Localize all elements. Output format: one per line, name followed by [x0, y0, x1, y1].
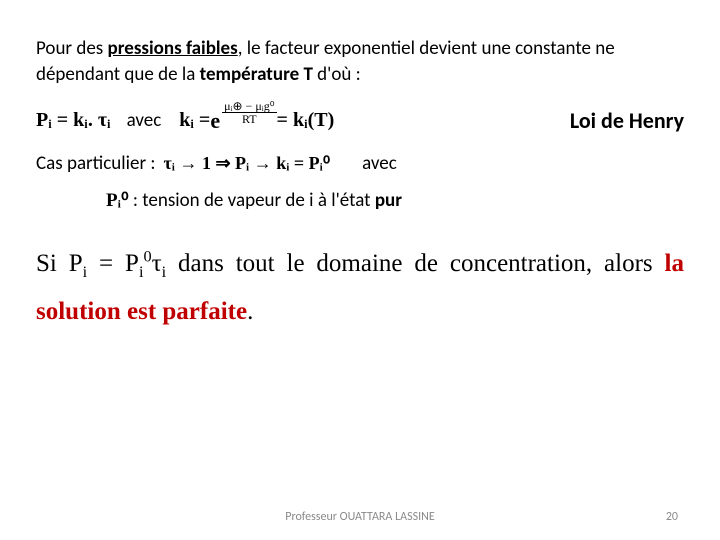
intro-underlined: pressions faibles: [108, 37, 238, 60]
eq-pi: Pᵢ = kᵢ. τᵢ: [36, 109, 111, 132]
cas-label: Cas particulier :: [36, 152, 155, 175]
eq-right: = kᵢ(T): [277, 109, 335, 132]
intro-bold: température T: [200, 63, 313, 86]
henry-law-line: Pᵢ = kᵢ. τᵢ avec kᵢ = e μᵢ⊕ − μᵢg⁰ RT = …: [36, 107, 684, 134]
intro-pre: Pour des: [36, 37, 108, 60]
special-case-line: Cas particulier : τᵢ → 1 ⇒ Pᵢ → kᵢ = Pᵢ⁰…: [36, 152, 684, 175]
exp-e: e: [210, 108, 220, 134]
avec-label-2: avec: [362, 152, 397, 175]
body-t2: dans tout le domaine de concentration, a…: [166, 250, 664, 277]
footer-prof: Professeur OUATTARA LASSINE: [82, 510, 638, 524]
cas-eq: τᵢ → 1 ⇒ Pᵢ → kᵢ = Pᵢ⁰: [163, 153, 330, 174]
loi-henry: Loi de Henry: [570, 107, 684, 134]
tension-sym: Pᵢ⁰: [106, 190, 129, 211]
tension-line: Pᵢ⁰ : tension de vapeur de i à l'état pu…: [106, 189, 684, 212]
tension-pre: : tension de vapeur de i à l'état: [129, 189, 375, 212]
exp-num: μᵢ⊕ − μᵢg⁰: [222, 100, 276, 114]
tension-bold: pur: [375, 189, 402, 212]
body-paragraph: Si Pi = Pi0τi dans tout le domaine de co…: [36, 240, 684, 335]
footer-page: 20: [638, 510, 678, 524]
exp-den: RT: [240, 113, 259, 126]
exp-fraction: μᵢ⊕ − μᵢg⁰ RT: [222, 100, 276, 126]
body-sym1: Pi = Pi0τi: [69, 250, 166, 277]
intro-post: d'où :: [313, 63, 361, 86]
ki-lhs: kᵢ =: [179, 109, 210, 132]
footer: Professeur OUATTARA LASSINE 20: [0, 510, 720, 524]
body-t1: Si: [36, 250, 69, 277]
intro-paragraph: Pour des pressions faibles, le facteur e…: [36, 36, 684, 87]
eq-ki: kᵢ = e μᵢ⊕ − μᵢg⁰ RT = kᵢ(T): [179, 108, 334, 134]
avec-label-1: avec: [127, 109, 162, 132]
body-t3: .: [247, 298, 253, 325]
